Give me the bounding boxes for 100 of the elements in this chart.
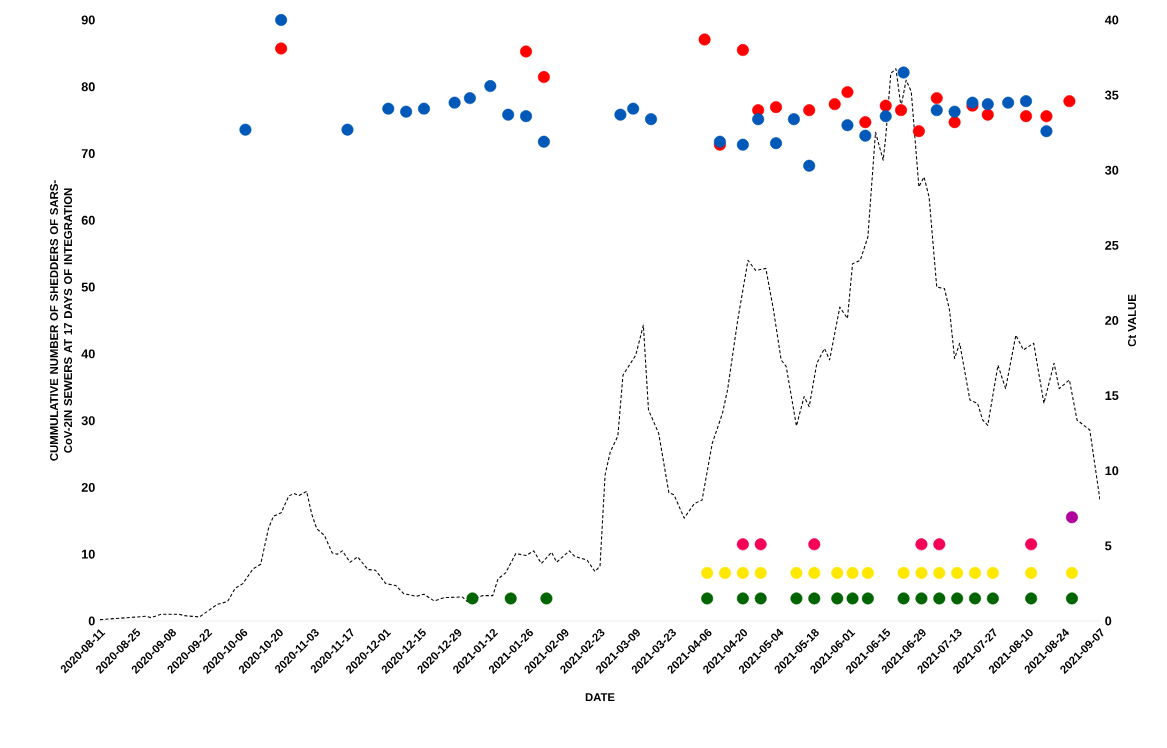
- point: [981, 98, 994, 111]
- point: [846, 566, 859, 579]
- point: [239, 123, 252, 136]
- point: [897, 66, 910, 79]
- point: [520, 45, 533, 58]
- point: [1025, 592, 1038, 605]
- y2-axis-title: Ct VALUE: [1127, 294, 1136, 347]
- y2-tick-label: 10: [1105, 466, 1119, 476]
- y2-tick-label: 40: [1104, 15, 1119, 25]
- y-tick-label: 20: [81, 482, 95, 492]
- point: [770, 101, 783, 114]
- point: [1020, 110, 1033, 123]
- point: [831, 592, 844, 605]
- point: [537, 135, 550, 148]
- point: [645, 113, 658, 126]
- point: [933, 538, 946, 551]
- y2-tick-label: 0: [1105, 616, 1112, 626]
- point: [803, 159, 816, 172]
- point: [736, 138, 749, 151]
- point: [341, 123, 354, 136]
- point: [841, 86, 854, 99]
- point: [752, 113, 765, 126]
- point: [986, 592, 999, 605]
- y-tick-label: 10: [82, 549, 95, 559]
- point: [808, 566, 821, 579]
- point: [754, 566, 767, 579]
- point: [861, 566, 874, 579]
- point: [828, 98, 841, 111]
- y-tick-label: 70: [81, 149, 95, 159]
- point: [1065, 511, 1078, 524]
- y-tick-label: 60: [81, 215, 95, 225]
- y2-tick-label: 20: [1105, 316, 1119, 325]
- y-axis-title: CUMMULATIVE NUMBER OF SHEDDERS OF SARS-CoV-2IN SEWERS AT 17 DAYS OF INTEGRATION: [50, 180, 73, 461]
- point: [736, 44, 749, 57]
- x-axis-title: DATE: [585, 693, 615, 702]
- point: [275, 42, 288, 55]
- point: [448, 96, 461, 109]
- point: [701, 566, 714, 579]
- point: [736, 592, 749, 605]
- point: [787, 113, 800, 126]
- point: [1040, 125, 1053, 138]
- point: [831, 566, 844, 579]
- point: [614, 108, 627, 121]
- point: [400, 105, 413, 118]
- y-tick-label: 50: [81, 282, 95, 292]
- point: [754, 538, 767, 551]
- point: [520, 110, 533, 123]
- point: [790, 592, 803, 605]
- point: [466, 592, 479, 605]
- point: [933, 566, 946, 579]
- point: [627, 102, 640, 115]
- point: [930, 104, 943, 117]
- point: [701, 592, 714, 605]
- point: [933, 592, 946, 605]
- point: [969, 592, 982, 605]
- y-tick-label: 40: [81, 349, 95, 359]
- point: [981, 108, 994, 121]
- point: [915, 592, 928, 605]
- y-tick-label: 0: [88, 616, 95, 626]
- point: [790, 566, 803, 579]
- point: [951, 566, 964, 579]
- point: [502, 108, 515, 121]
- point: [841, 119, 854, 132]
- point: [1002, 96, 1015, 109]
- line-series: [100, 68, 1101, 621]
- point: [698, 33, 711, 46]
- point: [915, 566, 928, 579]
- point: [859, 129, 872, 142]
- point: [912, 125, 925, 138]
- point: [463, 92, 476, 105]
- point: [736, 566, 749, 579]
- point: [951, 592, 964, 605]
- point: [897, 592, 910, 605]
- y-tick-label: 80: [81, 82, 95, 92]
- point: [1025, 538, 1038, 551]
- point: [275, 13, 288, 26]
- point: [504, 592, 517, 605]
- y2-tick-label: 30: [1105, 165, 1119, 175]
- point: [1065, 592, 1078, 605]
- point: [930, 92, 943, 105]
- point: [1063, 95, 1076, 108]
- y2-tick-label: 5: [1105, 541, 1112, 551]
- point: [754, 592, 767, 605]
- point: [1025, 566, 1038, 579]
- point: [382, 102, 395, 115]
- point: [736, 538, 749, 551]
- point: [948, 105, 961, 118]
- point: [948, 116, 961, 129]
- point: [808, 592, 821, 605]
- point: [540, 592, 553, 605]
- point: [1065, 566, 1078, 579]
- point: [986, 566, 999, 579]
- point: [895, 104, 908, 117]
- point: [770, 137, 783, 150]
- point: [969, 566, 982, 579]
- y-tick-label: 90: [81, 15, 95, 25]
- point: [859, 116, 872, 129]
- point: [1020, 95, 1033, 108]
- point: [803, 104, 816, 117]
- point: [879, 110, 892, 123]
